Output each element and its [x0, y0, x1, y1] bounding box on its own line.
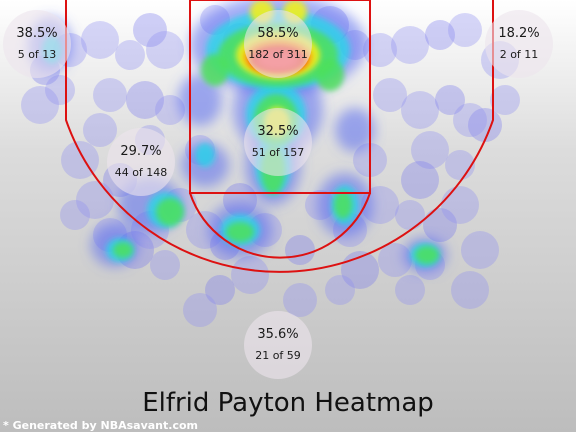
zone-percentage: 32.5% [257, 124, 298, 139]
shot-density-circle [435, 85, 465, 115]
heat-blob [113, 242, 133, 258]
zone-made-attempts: 5 of 13 [18, 48, 57, 61]
shot-density-circle [76, 181, 114, 219]
shot-density-circle [126, 81, 164, 119]
zone-made-attempts: 182 of 311 [248, 48, 308, 61]
shot-density-circle [441, 186, 479, 224]
shot-density-circle [325, 275, 355, 305]
zone-bubble [107, 128, 175, 196]
zone-made-attempts: 21 of 59 [255, 349, 301, 362]
shot-density-circle [45, 75, 75, 105]
shot-density-circle [60, 200, 90, 230]
shot-density-circle [423, 208, 457, 242]
shot-density-circle [448, 13, 482, 47]
zone-percentage: 58.5% [257, 26, 298, 41]
shot-density-circle [401, 91, 439, 129]
shot-density-circle [133, 13, 167, 47]
zone-bubble [244, 108, 312, 176]
zone-bubble [244, 311, 312, 379]
generated-by-credit: * Generated by NBAsavant.com [3, 419, 198, 432]
shot-density-circle [395, 275, 425, 305]
zone-left-midrange: 29.7% 44 of 148 [107, 128, 175, 196]
free-throw-circle [189, 192, 371, 259]
shot-density-circle [285, 235, 315, 265]
shot-density-circle [231, 256, 269, 294]
shot-density-circle [461, 231, 499, 269]
shot-density-circle [150, 250, 180, 280]
shot-density-circle [155, 95, 185, 125]
shot-density-circle [490, 85, 520, 115]
zone-made-attempts: 44 of 148 [115, 166, 168, 179]
zone-percentage: 18.2% [498, 26, 539, 41]
heat-blob [335, 108, 375, 152]
zone-percentage: 38.5% [16, 26, 57, 41]
heat-blob [226, 222, 254, 242]
shot-density-circle [391, 26, 429, 64]
paint-box [189, 0, 371, 194]
heat-blob [415, 246, 439, 264]
shot-density-circle [21, 86, 59, 124]
three-point-arc [65, 0, 494, 273]
shot-density-circle [451, 271, 489, 309]
zone-bubble [244, 10, 312, 78]
shot-density-circle [401, 161, 439, 199]
court-lines [65, 0, 494, 273]
heat-blob [195, 143, 215, 167]
shot-density-circle [411, 131, 449, 169]
shot-density-circle [205, 275, 235, 305]
chart-title: Elfrid Payton Heatmap [142, 388, 434, 418]
zone-paint: 32.5% 51 of 157 [244, 108, 312, 176]
heat-blob [156, 198, 184, 226]
shot-density-circle [395, 200, 425, 230]
shot-density-circle [93, 78, 127, 112]
shot-density-circle [373, 78, 407, 112]
shot-density-circle [146, 31, 184, 69]
zone-right-corner-three: 18.2% 2 of 11 [485, 10, 553, 78]
shot-density-circle [283, 283, 317, 317]
zone-percentage: 35.6% [257, 327, 298, 342]
shot-density-circle [183, 293, 217, 327]
heat-blob [316, 59, 344, 91]
zone-bubble [3, 10, 71, 78]
zone-top-of-key-three: 35.6% 21 of 59 [244, 311, 312, 379]
zone-restricted-area: 58.5% 182 of 311 [244, 10, 312, 78]
shot-density-circle [83, 113, 117, 147]
shot-density-circle [115, 40, 145, 70]
shot-density-circle [81, 21, 119, 59]
heat-blob [201, 54, 229, 86]
zone-percentage: 29.7% [120, 144, 161, 159]
shot-density-circle [453, 103, 487, 137]
shot-density-circle [425, 20, 455, 50]
zone-made-attempts: 2 of 11 [500, 48, 539, 61]
shot-density-circle [363, 33, 397, 67]
zone-labels: 38.5% 5 of 13 58.5% 182 of 311 18.2% 2 of 11 2… [3, 10, 553, 379]
zone-bubble [485, 10, 553, 78]
heat-blob [334, 191, 352, 219]
zone-left-corner-three: 38.5% 5 of 13 [3, 10, 71, 78]
zone-made-attempts: 51 of 157 [252, 146, 305, 159]
